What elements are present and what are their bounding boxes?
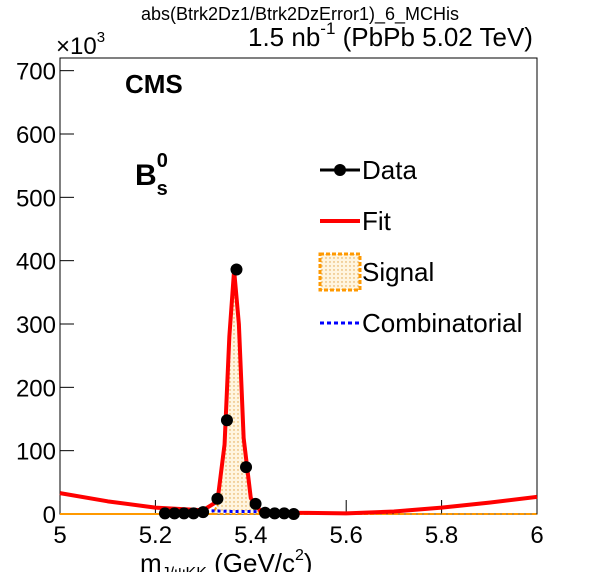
particle-label: Bs0 xyxy=(135,150,168,200)
fit-line xyxy=(59,268,538,516)
y-tick-label: 300 xyxy=(16,312,56,339)
data-point xyxy=(278,507,291,520)
y-tick-label: 400 xyxy=(16,249,56,276)
exponent: ×103 xyxy=(56,29,105,60)
x-axis-label: mJ/ψKK (GeV/c2) xyxy=(140,547,313,572)
data-point xyxy=(168,507,181,520)
data-point xyxy=(211,492,224,505)
data-point xyxy=(268,507,281,520)
legend-label: Data xyxy=(362,155,417,185)
y-tick-label: 500 xyxy=(16,185,56,212)
x-tick-label: 5.4 xyxy=(234,522,267,549)
lumi: 1.5 nb-1 (PbPb 5.02 TeV) xyxy=(248,19,533,52)
x-tick-label: 5.2 xyxy=(139,522,172,549)
legend-key xyxy=(334,164,346,176)
y-tick-label: 700 xyxy=(16,59,56,86)
data-point xyxy=(197,506,210,519)
data-point xyxy=(287,508,300,520)
y-tick-label: 0 xyxy=(43,502,56,529)
data-point xyxy=(220,414,233,427)
x-tick-label: 5.8 xyxy=(425,522,458,549)
data-point xyxy=(158,507,171,520)
y-tick-label: 600 xyxy=(16,122,56,149)
x-tick-label: 5 xyxy=(53,522,66,549)
x-tick-label: 5.6 xyxy=(330,522,363,549)
title: abs(Btrk2Dz1/Btrk2DzError1)_6_MCHis xyxy=(141,4,459,25)
data-point xyxy=(259,506,272,519)
frame xyxy=(59,57,538,515)
legend-label: Signal xyxy=(362,257,434,287)
data-point xyxy=(240,461,253,474)
cms-label: CMS xyxy=(125,69,183,99)
legend-label: Combinatorial xyxy=(362,308,522,338)
legend-key xyxy=(318,252,362,292)
data-point xyxy=(230,263,243,276)
data-point xyxy=(249,497,262,510)
y-tick-label: 200 xyxy=(16,375,56,402)
y-tick-label: 100 xyxy=(16,439,56,466)
legend-label: Fit xyxy=(362,206,392,236)
data-point xyxy=(187,507,200,520)
data-point xyxy=(178,507,191,520)
x-tick-label: 6 xyxy=(530,522,543,549)
